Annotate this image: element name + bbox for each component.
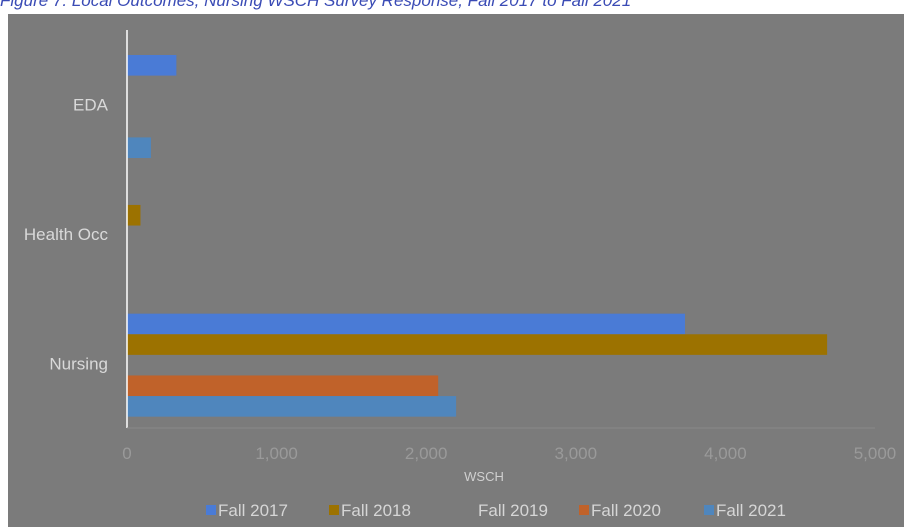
legend-label: Fall 2019: [478, 501, 548, 520]
x-tick-label: 0: [122, 444, 131, 463]
category-label: EDA: [73, 96, 109, 115]
x-axis-title: WSCH: [464, 469, 504, 484]
legend-swatch: [329, 505, 339, 515]
legend-swatch: [704, 505, 714, 515]
x-tick-labels: 0 1,000 2,000 3,000 4,000 5,000: [122, 444, 896, 463]
category-label: Health Occ: [24, 225, 109, 244]
bars-layer: [127, 55, 828, 417]
bar-nursing-fall-2020: [127, 375, 439, 397]
x-tick-label: 1,000: [255, 444, 298, 463]
legend-swatch: [206, 505, 216, 515]
x-tick-label: 3,000: [555, 444, 598, 463]
legend-swatch: [466, 505, 476, 515]
category-labels: EDA Health Occ Nursing: [24, 96, 109, 374]
x-tick-label: 5,000: [854, 444, 897, 463]
bar-nursing-fall-2018: [127, 334, 828, 355]
chart-background: [8, 14, 904, 527]
legend: Fall 2017 Fall 2018 Fall 2019 Fall 2020 Fall…: [206, 501, 786, 520]
bar-eda-fall-2017: [127, 55, 177, 76]
bar-nursing-fall-2021: [127, 396, 457, 417]
legend-label: Fall 2018: [341, 501, 411, 520]
x-tick-label: 4,000: [704, 444, 747, 463]
bar-health-occ-fall-2018: [127, 204, 141, 226]
figure-caption: Figure 7. Local Outcomes, Nursing WSCH S…: [0, 0, 632, 10]
legend-swatch: [579, 505, 589, 515]
bar-nursing-fall-2017: [127, 313, 686, 335]
x-tick-label: 2,000: [405, 444, 448, 463]
legend-label: Fall 2021: [716, 501, 786, 520]
bar-eda-fall-2021: [127, 137, 151, 158]
legend-label: Fall 2017: [218, 501, 288, 520]
category-label: Nursing: [49, 354, 108, 373]
legend-label: Fall 2020: [591, 501, 661, 520]
